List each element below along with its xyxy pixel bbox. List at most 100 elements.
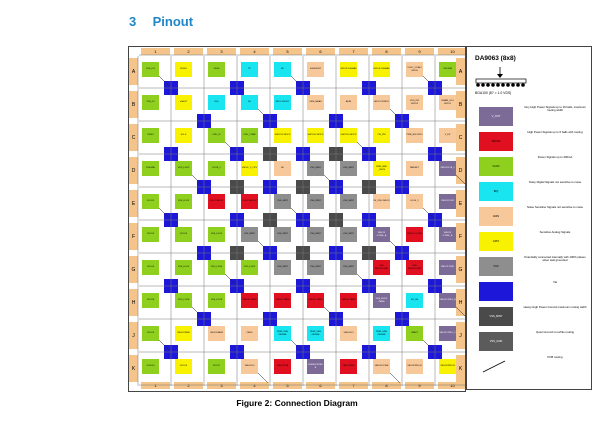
column-header-2: 2 (174, 382, 203, 389)
ball-A7: GPIO3 /SIGRAD (340, 62, 357, 77)
trace (257, 240, 269, 252)
ball-K3: VLDO7 (208, 359, 225, 374)
ball-F6: VSS_MINT (307, 227, 324, 242)
row-header-K: K (129, 355, 138, 382)
row-header-B: B (456, 91, 465, 118)
ball-G3: VDD_LDO6 (208, 260, 225, 275)
legend-text: Noise Sensitive Signals not sensitive to… (526, 205, 584, 209)
trace (389, 372, 401, 384)
column-header-6: 6 (306, 382, 335, 389)
ball-C1: VSSIO (142, 128, 159, 143)
package-ball (506, 83, 510, 87)
legend-text: Heavy High Power Ground maximum routing … (523, 305, 587, 309)
ball-J4: VBUS (241, 326, 258, 341)
legend-swatch: ADIN (479, 207, 513, 226)
package-ball (491, 83, 495, 87)
ball-K5: VBUCKIOB (274, 359, 291, 374)
trace (158, 207, 170, 219)
legend-swatch: VSS_GND (479, 332, 513, 351)
package-label: BGA100 (8? = 1.0 VDS) (475, 91, 512, 95)
ball-K8: VBUCKCORE (373, 359, 390, 374)
ball-G5: VSS_MINT (274, 260, 291, 275)
ball-J2: VBUCKPERI (175, 326, 192, 341)
row-header-C: C (129, 124, 138, 151)
row-header-K: K (456, 355, 465, 382)
ball-F9: VBUCK /CORE (406, 227, 423, 242)
ball-H6: VBUCK /MEM (307, 293, 324, 308)
column-header-10: 10 (438, 382, 465, 389)
ball-H8: VSS_BUCK /MEM (373, 293, 390, 308)
ball-E6: VSS_MINT (307, 194, 324, 209)
legend-item: VSS_GND Quiet Ground not while routing (469, 330, 589, 354)
ball-F7: VSS_MINT (340, 227, 357, 242)
legend-panel: DA9063 (8x8) BGA100 (8? = 1.0 VDS) V_OUT… (466, 46, 592, 390)
trace (158, 75, 170, 87)
legend-swatch: VBUCK (479, 132, 513, 151)
ball-D5: SD (274, 161, 291, 176)
column-header-1: 1 (141, 382, 170, 389)
column-header-9: 9 (405, 48, 434, 55)
legend-text: Via (553, 280, 557, 284)
ball-J3: VBUCKMEM (208, 326, 225, 341)
legend-item: PCB routing (469, 355, 589, 379)
ball-D1: VSSGND (142, 161, 159, 176)
ball-B6: OEM_MEAS (307, 95, 324, 110)
legend-item: GPIO Sensitive Analog Signals (469, 230, 589, 254)
trace (323, 174, 335, 186)
ball-J5: PERI_SNS /SENSE (274, 326, 291, 341)
legend-text: High Power Signals up to 6 balls with ro… (527, 130, 583, 134)
ball-D10: VBUCKD /B_1 (439, 161, 456, 176)
column-header-5: 5 (273, 382, 302, 389)
package-ball (501, 83, 505, 87)
column-header-5: 5 (273, 48, 302, 55)
ball-H3: VSS_LDO8 (208, 293, 225, 308)
trace (389, 108, 401, 120)
row-header-E: E (456, 190, 465, 217)
ball-G4: VDD_LDO5 (241, 260, 258, 275)
legend-swatch: GPIO (479, 232, 513, 251)
ball-K1: VLDO10 (142, 359, 159, 374)
ball-E4: VLDO /BUCK2 (241, 194, 258, 209)
package-ball (511, 83, 515, 87)
ball-A8: GPIO4 /SIGRAD (373, 62, 390, 77)
ball-E5: VSS_MINT (274, 194, 291, 209)
column-header-9: 9 (405, 382, 434, 389)
legend-text: Power Signals up to 300mA (537, 155, 573, 159)
ball-B9: VDD_INT /GPIO2 (406, 95, 423, 110)
legend-swatch: V_OUT (479, 107, 513, 126)
ball-K7: VBUCKPRO (340, 359, 357, 374)
legend-swatch: IRQ (479, 182, 513, 201)
ball-K2: VLDO9 (175, 359, 192, 374)
ball-C6: SGPIO4 /GPIO2 (307, 128, 324, 143)
ball-A6: SGMOUNT (307, 62, 324, 77)
row-header-G: G (456, 256, 465, 283)
row-header-J: J (129, 322, 138, 349)
package-ball (476, 83, 480, 87)
legend-text: Sensitive Analog Signals (539, 230, 571, 234)
ball-A10: VSSTHR (439, 62, 456, 77)
legend-swatch (479, 282, 513, 301)
ball-G9: VSS /BUCKCORE (406, 260, 423, 275)
legend-swatch: VSS_MINT (479, 307, 513, 326)
ball-C3: VDD_IO (208, 128, 225, 143)
package-ball (521, 83, 525, 87)
legend-text: Quiet Ground not while routing (536, 330, 574, 334)
ball-G7: VSS_MINT (340, 260, 357, 275)
legend-text: Potentially connected internally with 10… (524, 255, 586, 263)
row-header-H: H (456, 289, 465, 316)
ball-K4: VBUCKIO (241, 359, 258, 374)
package-ball (496, 83, 500, 87)
row-header-G: G (129, 256, 138, 283)
ball-E1: VLDO3 (142, 194, 159, 209)
ball-B8: LED/CONTROL (373, 95, 390, 110)
row-header-F: F (129, 223, 138, 250)
ball-F5: VSS_MINT (274, 227, 291, 242)
section-number: 3 (129, 14, 137, 29)
trace (191, 174, 203, 186)
ball-B5: NFC3 /GPIO1 (274, 95, 291, 110)
ball-B1: VSS_IO (142, 95, 159, 110)
ball-D7: VSS_MINT (340, 161, 357, 176)
ball-H1: VLDO8 (142, 293, 159, 308)
ball-E3: VLDO /BUCK (208, 194, 225, 209)
trace (290, 207, 302, 219)
